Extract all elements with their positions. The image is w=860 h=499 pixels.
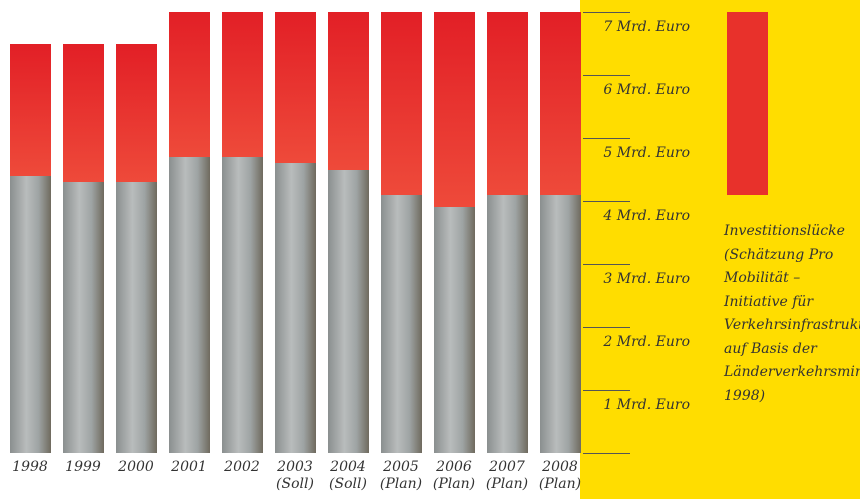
x-tick-label: 1998 (4, 459, 56, 476)
gap-bar (540, 12, 581, 195)
x-tick-label: 2000 (110, 459, 162, 476)
investment-bar (10, 176, 51, 453)
tick-mark (583, 390, 630, 391)
tick-mark (583, 75, 630, 76)
investment-bar (540, 195, 581, 453)
y-tick-label: 2 Mrd. Euro (580, 334, 690, 350)
tick-mark (583, 12, 630, 13)
y-tick-label: 5 Mrd. Euro (580, 145, 690, 161)
investment-bar (381, 195, 422, 453)
x-tick-label: 2004 (Soll) (322, 459, 374, 493)
gap-bar (169, 12, 210, 157)
tick-mark (583, 201, 630, 202)
x-tick-label: 2008 (Plan) (534, 459, 586, 493)
x-tick-label: 1999 (57, 459, 109, 476)
x-tick-label: 2002 (216, 459, 268, 476)
investment-bar (222, 157, 263, 453)
y-tick-label: 6 Mrd. Euro (580, 82, 690, 98)
x-tick-label: 2001 (163, 459, 215, 476)
chart: Investitionslücke (Schätzung Pro Mobilit… (0, 0, 860, 499)
gap-bar (116, 44, 157, 183)
tick-mark (583, 264, 630, 265)
y-tick-label: 7 Mrd. Euro (580, 19, 690, 35)
investment-bar (328, 170, 369, 454)
gap-bar (434, 12, 475, 207)
investment-bar (169, 157, 210, 453)
y-tick-label: 3 Mrd. Euro (580, 271, 690, 287)
gap-bar (222, 12, 263, 157)
gap-bar (275, 12, 316, 163)
x-tick-label: 2003 (Soll) (269, 459, 321, 493)
gap-bar (63, 44, 104, 183)
x-tick-label: 2006 (Plan) (428, 459, 480, 493)
y-tick-label: 4 Mrd. Euro (580, 208, 690, 224)
tick-mark (583, 138, 630, 139)
tick-mark (583, 327, 630, 328)
gap-bar (381, 12, 422, 195)
legend-label: Investitionslücke (Schätzung Pro Mobilit… (724, 220, 858, 408)
gap-bar (10, 44, 51, 176)
x-tick-label: 2005 (Plan) (375, 459, 427, 493)
investment-bar (63, 182, 104, 453)
investment-bar (434, 207, 475, 453)
investment-bar (275, 163, 316, 453)
investment-bar (487, 195, 528, 453)
gap-bar (328, 12, 369, 170)
investment-bar (116, 182, 157, 453)
baseline (583, 453, 630, 454)
y-tick-label: 1 Mrd. Euro (580, 397, 690, 413)
gap-bar (487, 12, 528, 195)
legend-swatch (727, 12, 768, 195)
x-tick-label: 2007 (Plan) (481, 459, 533, 493)
